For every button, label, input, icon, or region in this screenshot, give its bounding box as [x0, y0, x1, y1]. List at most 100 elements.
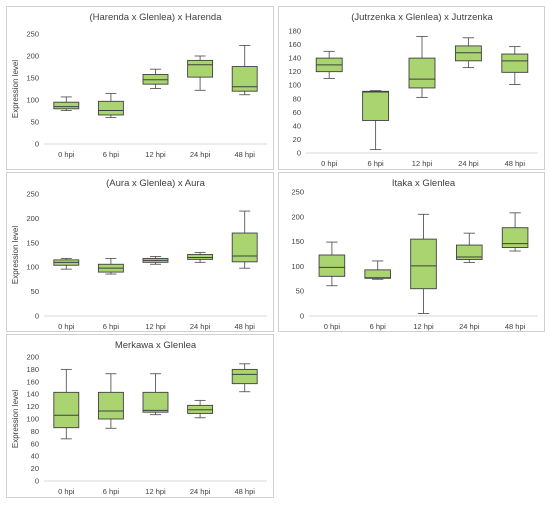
box-24-hpi	[456, 232, 483, 263]
x-tick-label: 24 hpi	[190, 150, 211, 159]
y-tick-label: 150	[291, 237, 304, 246]
box-12-hpi	[142, 256, 169, 265]
y-tick-label: 200	[26, 52, 39, 61]
box-6-hpi	[97, 257, 124, 275]
box-iqr	[410, 238, 437, 290]
y-tick-label: 200	[26, 353, 39, 362]
chart-title: (Jutrzenka x Glenlea) x Jutrzenka	[351, 12, 493, 23]
x-tick-label: 6 hpi	[103, 150, 120, 159]
y-tick-label: 140	[26, 390, 39, 399]
box-48-hpi	[231, 363, 258, 393]
y-tick-label: 200	[291, 212, 304, 221]
y-tick-label: 20	[31, 464, 39, 473]
y-tick-label: 100	[26, 415, 39, 424]
box-6-hpi	[362, 90, 390, 151]
y-tick-label: 40	[31, 452, 39, 461]
y-tick-label: 150	[26, 238, 39, 247]
y-tick-label: 0	[35, 140, 39, 149]
y-tick-label: 20	[293, 135, 301, 144]
box-0-hpi	[318, 241, 346, 287]
y-tick-label: 160	[26, 377, 39, 386]
x-tick-label: 0 hpi	[58, 150, 75, 159]
x-tick-label: 12 hpi	[145, 150, 166, 159]
x-tick-label: 0 hpi	[58, 487, 75, 496]
y-tick-label: 100	[26, 96, 39, 105]
box-iqr	[408, 57, 436, 89]
y-tick-label: 140	[288, 54, 301, 63]
box-iqr	[231, 368, 258, 385]
box-24-hpi	[187, 55, 214, 91]
x-tick-label: 6 hpi	[367, 159, 384, 168]
y-tick-label: 80	[293, 94, 301, 103]
y-tick-label: 0	[297, 149, 301, 158]
y-tick-label: 100	[288, 81, 301, 90]
box-0-hpi	[315, 50, 343, 79]
y-tick-label: 200	[26, 214, 39, 223]
y-tick-label: 0	[35, 477, 39, 486]
box-iqr	[456, 244, 483, 260]
y-tick-label: 0	[300, 312, 304, 321]
y-tick-label: 100	[291, 262, 304, 271]
box-6-hpi	[364, 260, 391, 280]
box-12-hpi	[142, 373, 169, 416]
chart-panel-harenda: (Harenda x Glenlea) x Harenda Expression …	[6, 6, 274, 170]
box-48-hpi	[231, 44, 258, 96]
x-tick-label: 12 hpi	[413, 322, 434, 331]
box-iqr	[231, 232, 258, 263]
y-tick-label: 60	[293, 108, 301, 117]
x-tick-label: 12 hpi	[145, 487, 166, 496]
box-0-hpi	[53, 368, 80, 440]
x-tick-label: 12 hpi	[145, 322, 166, 331]
y-tick-label: 50	[296, 287, 304, 296]
box-48-hpi	[501, 46, 529, 85]
x-tick-label: 6 hpi	[103, 322, 120, 331]
y-tick-label: 150	[26, 74, 39, 83]
y-axis-label: Expression level	[11, 226, 20, 284]
box-24-hpi	[187, 399, 214, 419]
y-tick-label: 50	[31, 118, 39, 127]
x-tick-label: 24 hpi	[190, 487, 211, 496]
y-axis-label: Expression level	[11, 390, 20, 448]
x-tick-label: 48 hpi	[234, 322, 255, 331]
x-tick-label: 48 hpi	[234, 487, 255, 496]
y-tick-label: 250	[26, 30, 39, 39]
y-tick-label: 50	[31, 287, 39, 296]
chart-svg: (Harenda x Glenlea) x Harenda Expression …	[11, 12, 267, 159]
box-iqr	[142, 391, 169, 413]
box-12-hpi	[142, 68, 169, 90]
box-iqr	[454, 45, 482, 62]
box-0-hpi	[53, 96, 80, 112]
y-axis-label: Expression level	[11, 60, 20, 118]
x-tick-label: 0 hpi	[321, 159, 338, 168]
x-tick-label: 24 hpi	[459, 322, 480, 331]
box-iqr	[501, 227, 529, 249]
x-tick-label: 0 hpi	[58, 322, 75, 331]
chart-panel-aura: (Aura x Glenlea) x Aura Expression level 0…	[6, 172, 274, 332]
chart-svg: Itaka x Glenlea 0 50 100 150 200 250 0 hpi 6 hpi…	[291, 178, 538, 331]
box-iqr	[364, 269, 391, 279]
x-tick-label: 48 hpi	[505, 159, 526, 168]
y-tick-label: 100	[26, 263, 39, 272]
y-tick-label: 120	[26, 402, 39, 411]
chart-panel-merkawa: Merkawa x Glenlea Expression level 0 20 40 60…	[6, 334, 274, 498]
box-iqr	[501, 53, 529, 73]
box-6-hpi	[97, 373, 124, 429]
box-24-hpi	[187, 252, 214, 263]
x-tick-label: 24 hpi	[458, 159, 479, 168]
chart-svg: Merkawa x Glenlea Expression level 0 20 40 60…	[11, 340, 267, 496]
x-tick-label: 0 hpi	[324, 322, 341, 331]
y-tick-label: 250	[26, 190, 39, 199]
box-iqr	[97, 100, 124, 116]
box-iqr	[231, 66, 258, 92]
box-0-hpi	[53, 257, 80, 270]
box-iqr	[318, 254, 346, 277]
box-12-hpi	[410, 213, 437, 314]
chart-title: Itaka x Glenlea	[392, 178, 456, 189]
x-tick-label: 6 hpi	[370, 322, 387, 331]
chart-title: Merkawa x Glenlea	[115, 340, 197, 351]
y-tick-label: 180	[288, 27, 301, 36]
box-48-hpi	[231, 210, 258, 269]
x-tick-label: 48 hpi	[505, 322, 526, 331]
box-iqr	[97, 391, 124, 420]
chart-panel-jutrzenka: (Jutrzenka x Glenlea) x Jutrzenka 0 20 40 60…	[278, 6, 545, 170]
